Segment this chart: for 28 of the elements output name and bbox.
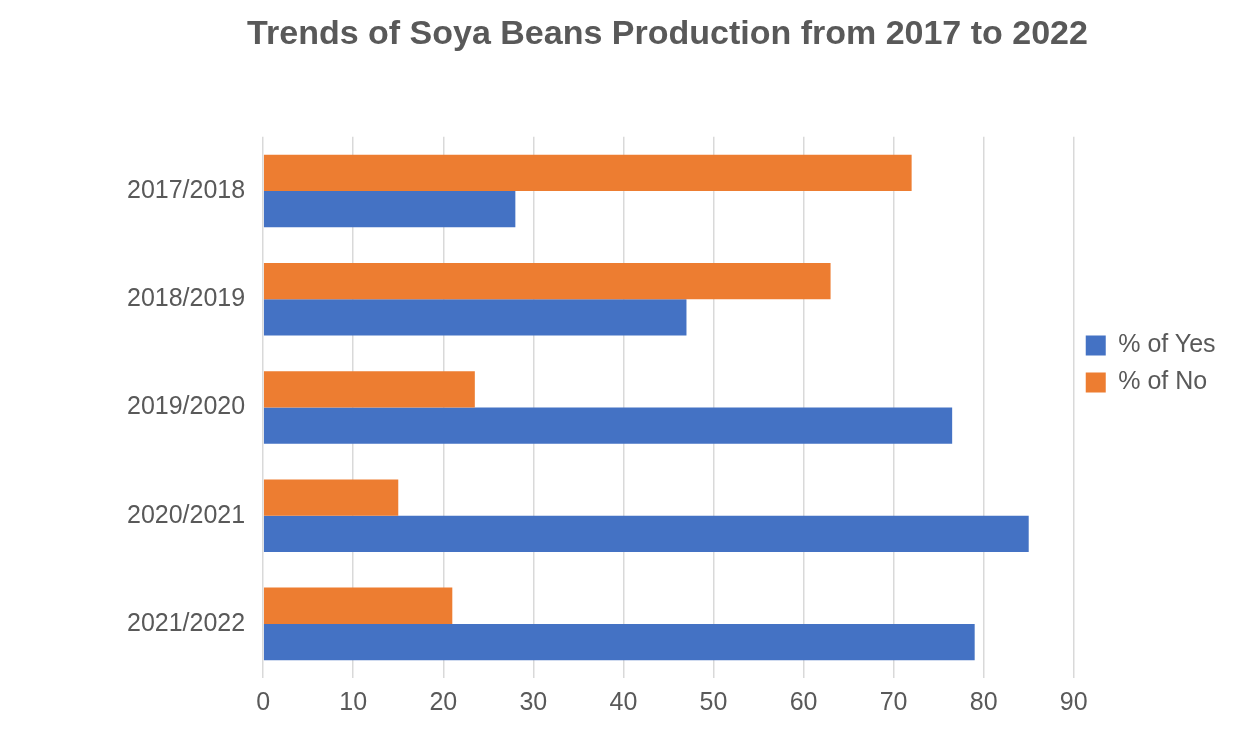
legend-label: % of No [1118, 366, 1208, 395]
x-tick-label: 0 [256, 686, 271, 715]
y-tick-label: 2020/2021 [126, 499, 246, 528]
y-tick-label: 2018/2019 [126, 283, 246, 312]
bar [263, 479, 399, 516]
x-tick-label: 50 [699, 686, 728, 715]
bar [263, 371, 475, 408]
y-tick-label: 2021/2022 [126, 607, 246, 636]
y-tick-label: 2019/2020 [126, 391, 246, 420]
bar [263, 154, 912, 191]
x-tick-label: 40 [609, 686, 638, 715]
x-tick-label: 70 [879, 686, 908, 715]
bar [263, 587, 453, 624]
x-tick-label: 30 [519, 686, 548, 715]
x-tick-label: 60 [789, 686, 818, 715]
chart-title: Trends of Soya Beans Production from 2017 to 2022 [247, 12, 1088, 51]
bar [263, 299, 687, 336]
x-tick-label: 90 [1059, 686, 1088, 715]
bar [263, 623, 975, 661]
bar [263, 190, 516, 228]
bar [263, 515, 1029, 552]
x-tick-label: 10 [339, 686, 368, 715]
x-tick-label: 20 [429, 686, 458, 715]
y-tick-label: 2017/2018 [126, 174, 246, 203]
bar [263, 407, 953, 444]
x-tick-label: 80 [969, 686, 998, 715]
bar [263, 262, 831, 300]
legend-label: % of Yes [1118, 329, 1216, 358]
